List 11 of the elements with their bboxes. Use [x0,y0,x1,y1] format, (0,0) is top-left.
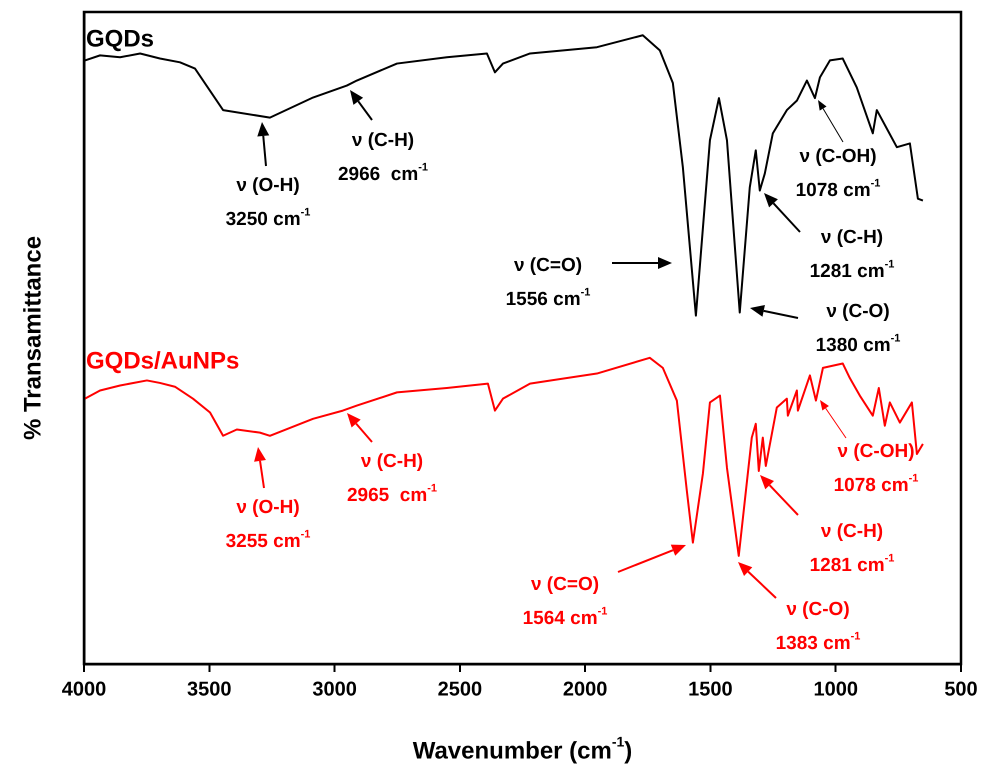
x-tick-label: 2500 [438,678,482,701]
x-tick-label: 1500 [688,678,733,701]
x-tick-label: 2000 [562,678,608,701]
x-tick-label: 1000 [813,678,858,701]
y-axis-title: % Transamittance [20,236,47,440]
x-tick-label: 4000 [62,678,106,701]
x-tick-label: 500 [944,678,978,701]
series-label: GQDs [86,26,154,53]
series-label: GQDs/AuNPs [86,348,240,375]
x-tick-label: 3000 [312,678,357,701]
x-tick-label: 3500 [187,678,232,701]
